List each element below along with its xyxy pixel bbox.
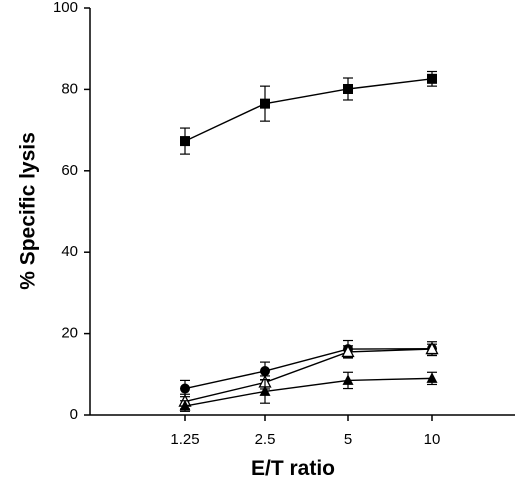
data-point <box>425 341 439 355</box>
x-tick-label: 1.25 <box>170 431 199 448</box>
data-point <box>260 98 270 109</box>
y-tick-label: 60 <box>61 162 78 179</box>
y-tick-label: 0 <box>70 406 78 423</box>
x-ticks: 1.25 2.5 5 10 <box>170 415 440 448</box>
series-filled-triangle <box>179 371 438 412</box>
series-open-triangle <box>178 341 439 410</box>
series-line <box>184 78 433 142</box>
series-line <box>184 377 433 407</box>
y-tick-label: 20 <box>61 325 78 342</box>
data-point <box>341 344 355 358</box>
x-tick-label: 2.5 <box>255 431 276 448</box>
series-line <box>184 348 433 403</box>
y-axis: 0 20 40 60 80 100 <box>53 0 91 423</box>
series-group <box>178 70 439 412</box>
y-axis-title: % Specific lysis <box>17 132 40 290</box>
x-axis-title: E/T ratio <box>251 457 335 480</box>
y-tick-label: 40 <box>61 243 78 260</box>
data-point <box>180 136 190 147</box>
data-point <box>180 383 190 394</box>
data-point <box>427 73 437 84</box>
series-filled-circle <box>180 339 437 398</box>
x-tick-label: 10 <box>424 431 441 448</box>
series-line <box>184 347 433 390</box>
data-point <box>260 366 270 377</box>
data-point <box>426 372 438 383</box>
x-axis: 1.25 2.5 5 10 <box>90 414 515 448</box>
y-ticks: 0 20 40 60 80 100 <box>53 0 90 423</box>
data-point <box>259 385 271 396</box>
y-tick-label: 100 <box>53 0 78 16</box>
data-point <box>343 83 353 94</box>
data-point <box>179 400 191 411</box>
x-tick-label: 5 <box>344 431 352 448</box>
y-tick-label: 80 <box>61 80 78 97</box>
data-point <box>342 374 354 385</box>
series-filled-square <box>180 70 437 155</box>
